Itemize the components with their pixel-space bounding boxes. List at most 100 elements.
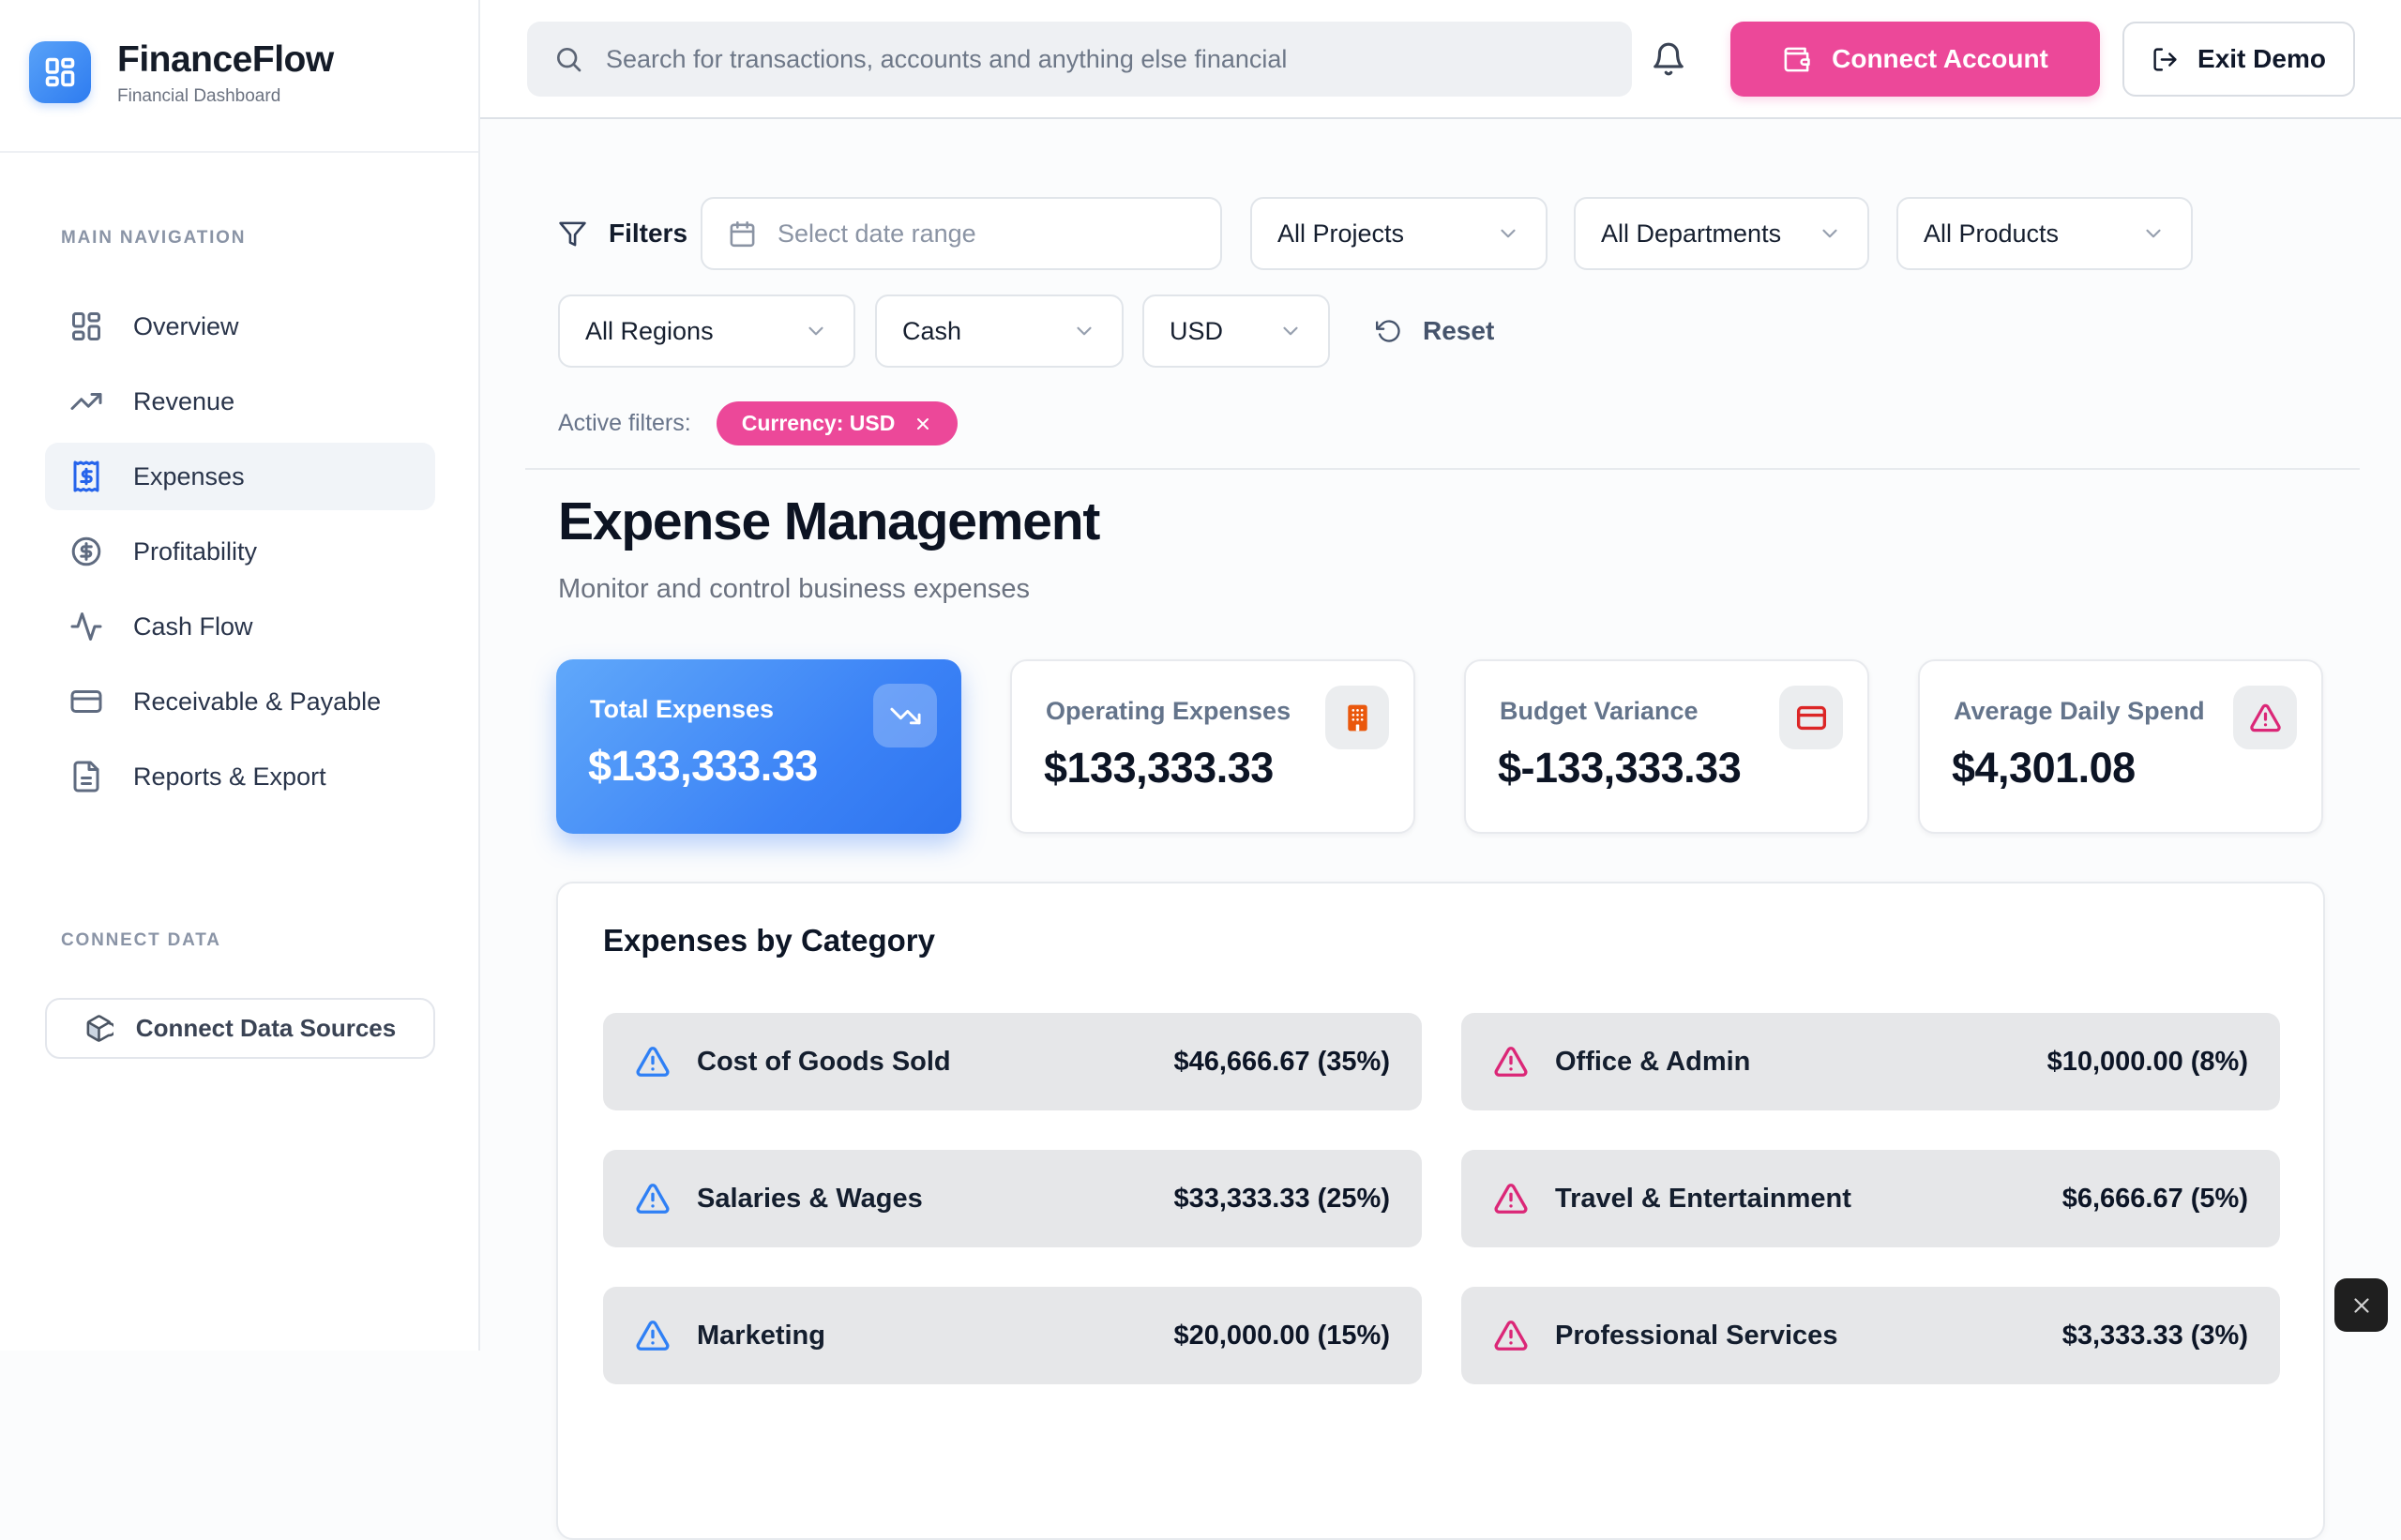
sidebar-logo-section xyxy=(0,0,478,153)
chevron-down-icon xyxy=(2146,229,2161,238)
close-icon[interactable] xyxy=(914,415,932,433)
exit-demo-button[interactable]: Exit Demo xyxy=(2122,22,2355,97)
receipt-icon xyxy=(73,460,99,492)
stat-value: $-133,333.33 xyxy=(1498,744,1742,792)
cube-icon xyxy=(86,1015,113,1042)
connect-account-button[interactable]: Connect Account xyxy=(1730,22,2100,97)
sidebar-nav: Overview Revenue Expenses Profitability … xyxy=(45,293,435,810)
notifications-bell-icon[interactable] xyxy=(1651,39,1686,79)
category-value: $3,333.33 (3%) xyxy=(2061,1320,2248,1351)
close-button[interactable] xyxy=(2334,1278,2388,1332)
main-content: Filters Select date range All Projects A… xyxy=(480,119,2401,1540)
app-logo: FinanceFlow Financial Dashboard xyxy=(29,39,334,107)
sidebar-item-revenue[interactable]: Revenue xyxy=(45,368,435,435)
sidebar-item-label: Profitability xyxy=(133,536,258,566)
products-select[interactable]: All Products xyxy=(1896,197,2193,270)
sidebar-item-expenses[interactable]: Expenses xyxy=(45,443,435,510)
category-row-office-admin: Office & Admin $10,000.00 (8%) xyxy=(1461,1013,2280,1110)
section-divider xyxy=(525,468,2360,470)
stat-label: Total Expenses xyxy=(590,695,775,723)
sidebar-item-reports-export[interactable]: Reports & Export xyxy=(45,743,435,810)
app-title: FinanceFlow xyxy=(117,39,334,80)
calendar-icon xyxy=(730,220,755,247)
currency-select-value: USD xyxy=(1170,316,1224,345)
filters-row-2: All Regions Cash USD Reset xyxy=(558,294,1494,368)
alert-triangle-icon xyxy=(1494,1321,1528,1351)
chevron-down-icon xyxy=(1501,229,1516,238)
sidebar-item-cash-flow[interactable]: Cash Flow xyxy=(45,593,435,660)
building-icon xyxy=(1347,704,1367,731)
layout-dashboard-icon xyxy=(72,312,100,340)
reset-filters-button[interactable]: Reset xyxy=(1376,316,1494,346)
app-tagline: Financial Dashboard xyxy=(117,85,281,106)
category-label: Travel & Entertainment xyxy=(1555,1183,1851,1214)
stat-card-average-daily-spend: Average Daily Spend $4,301.08 xyxy=(1918,659,2323,834)
funnel-icon xyxy=(559,221,586,246)
app-title-block: FinanceFlow Financial Dashboard xyxy=(117,39,334,107)
category-label: Marketing xyxy=(697,1320,825,1351)
global-search[interactable] xyxy=(527,22,1632,97)
circle-dollar-icon xyxy=(71,536,101,566)
category-label: Salaries & Wages xyxy=(697,1183,923,1214)
file-text-icon xyxy=(73,761,99,793)
category-value: $6,666.67 (5%) xyxy=(2061,1183,2248,1214)
connect-data-sources-label: Connect Data Sources xyxy=(135,1014,397,1042)
stat-value: $133,333.33 xyxy=(588,742,818,790)
stat-icon-chip xyxy=(1325,686,1389,749)
active-filter-chip-label: Currency: USD xyxy=(741,411,896,435)
departments-select[interactable]: All Departments xyxy=(1574,197,1869,270)
alert-triangle-icon xyxy=(636,1184,670,1214)
activity-icon xyxy=(70,612,102,641)
connect-data-sources-button[interactable]: Connect Data Sources xyxy=(45,998,435,1059)
category-grid: Cost of Goods Sold $46,666.67 (35%) Offi… xyxy=(603,1013,2280,1384)
filters-label-text: Filters xyxy=(609,219,688,248)
payment-method-select-value: Cash xyxy=(902,316,962,345)
category-row-marketing: Marketing $20,000.00 (15%) xyxy=(603,1287,1422,1384)
panel-title: Expenses by Category xyxy=(603,923,935,958)
search-input[interactable] xyxy=(604,43,1606,75)
payment-method-select[interactable]: Cash xyxy=(875,294,1124,368)
projects-select[interactable]: All Projects xyxy=(1250,197,1548,270)
chevron-down-icon xyxy=(808,326,823,336)
chevron-down-icon xyxy=(1077,326,1092,336)
sidebar-item-label: Cash Flow xyxy=(133,611,253,641)
alert-triangle-icon xyxy=(636,1047,670,1077)
alert-triangle-icon xyxy=(1494,1047,1528,1077)
wallet-icon xyxy=(1784,47,1810,71)
connect-account-label: Connect Account xyxy=(1832,44,2048,73)
regions-select[interactable]: All Regions xyxy=(558,294,855,368)
chevron-down-icon xyxy=(1283,326,1298,336)
stat-icon-chip xyxy=(873,684,937,747)
date-range-input[interactable]: Select date range xyxy=(701,197,1222,270)
filters-row-1: Filters Select date range All Projects A… xyxy=(558,197,2193,270)
category-row-professional-services: Professional Services $3,333.33 (3%) xyxy=(1461,1287,2280,1384)
category-row-travel-entertainment: Travel & Entertainment $6,666.67 (5%) xyxy=(1461,1150,2280,1247)
stat-icon-chip xyxy=(2233,686,2297,749)
category-label: Office & Admin xyxy=(1555,1046,1751,1077)
alert-triangle-icon xyxy=(1494,1184,1528,1214)
main-navigation-header: MAIN NAVIGATION xyxy=(61,228,247,248)
sidebar-item-overview[interactable]: Overview xyxy=(45,293,435,360)
rotate-ccw-icon xyxy=(1376,320,1400,342)
sidebar: FinanceFlow Financial Dashboard MAIN NAV… xyxy=(0,0,480,1351)
page-title: Expense Management xyxy=(558,491,1100,551)
sidebar-item-profitability[interactable]: Profitability xyxy=(45,518,435,585)
expenses-by-category-panel: Expenses by Category Cost of Goods Sold … xyxy=(556,882,2325,1540)
stat-label: Budget Variance xyxy=(1500,697,1699,725)
category-value: $10,000.00 (8%) xyxy=(2046,1046,2248,1077)
page-subtitle: Monitor and control business expenses xyxy=(558,574,1030,604)
stat-card-budget-variance: Budget Variance $-133,333.33 xyxy=(1464,659,1869,834)
close-icon xyxy=(2353,1297,2369,1313)
sidebar-item-receivable-payable[interactable]: Receivable & Payable xyxy=(45,668,435,735)
sidebar-item-label: Expenses xyxy=(133,461,245,491)
category-label: Cost of Goods Sold xyxy=(697,1046,951,1077)
date-range-placeholder: Select date range xyxy=(778,219,976,248)
stat-icon-chip xyxy=(1779,686,1843,749)
alert-triangle-icon xyxy=(2249,703,2281,732)
active-filters-row: Active filters: Currency: USD xyxy=(558,401,959,445)
app-logo-badge xyxy=(29,41,91,103)
active-filter-chip-currency[interactable]: Currency: USD xyxy=(716,401,959,445)
currency-select[interactable]: USD xyxy=(1142,294,1330,368)
alert-triangle-icon xyxy=(636,1321,670,1351)
category-row-cost-of-goods-sold: Cost of Goods Sold $46,666.67 (35%) xyxy=(603,1013,1422,1110)
